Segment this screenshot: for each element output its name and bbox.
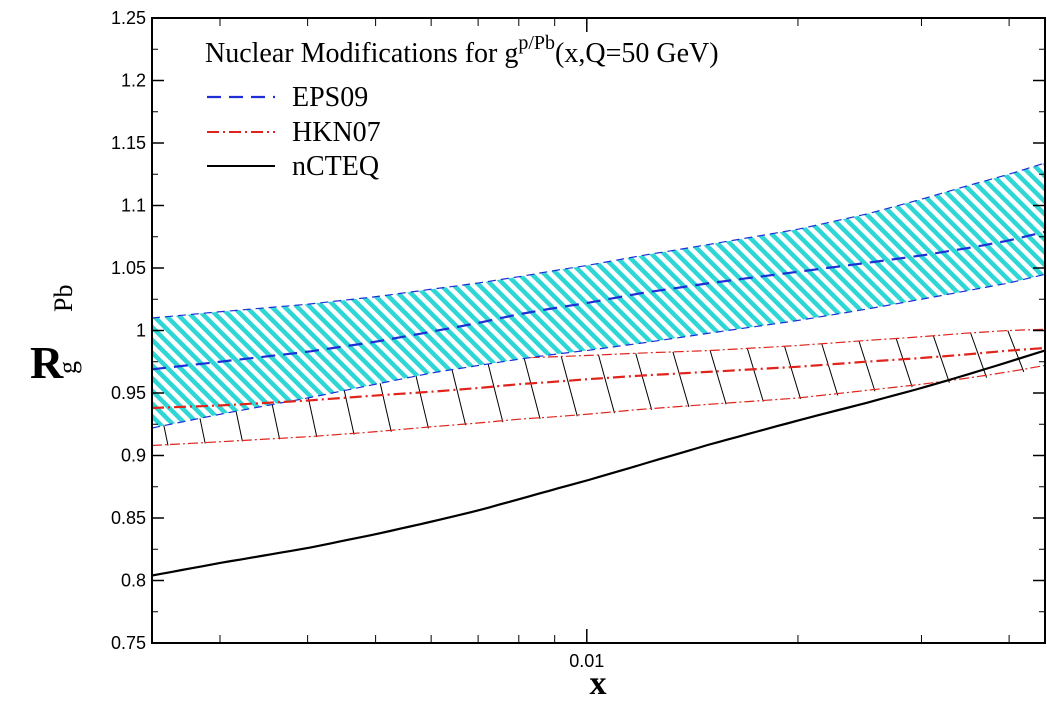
band-hatch-hkn07 xyxy=(895,338,913,388)
band-hatch-hkn07 xyxy=(672,351,690,408)
legend-label-eps09: EPS09 xyxy=(292,82,368,113)
band-hatch-hkn07 xyxy=(486,358,504,423)
band-hatch-hkn07 xyxy=(858,340,876,392)
plot-area: 0.75 0.8 0.85 0.9 0.95 1 1.05 1.1 1.15 1.2 1.25 0.0… xyxy=(111,8,1046,671)
y-tick-label: 1.1 xyxy=(121,196,146,216)
axis-ticks: 0.75 0.8 0.85 0.9 0.95 1 1.05 1.1 1.15 1.2 1.25 0.0… xyxy=(111,8,1045,671)
series-line-eps09 xyxy=(152,230,1045,371)
y-tick-label: 1.25 xyxy=(111,8,146,28)
y-tick-label: 1.05 xyxy=(111,258,146,278)
band-hatch-hkn07 xyxy=(784,346,802,400)
band-upper-eps09 xyxy=(152,162,1045,319)
band-lower-eps09 xyxy=(152,273,1045,429)
y-tick-label: 1 xyxy=(136,321,146,341)
band-lower-hkn07 xyxy=(152,364,1045,447)
series-lines xyxy=(152,230,1045,577)
legend-label-hkn07: HKN07 xyxy=(292,117,381,148)
series-line-hkn07 xyxy=(152,346,1045,410)
band-hatch-hkn07 xyxy=(746,348,764,402)
band-hatch-hkn07 xyxy=(932,335,950,383)
y-tick-label: 0.95 xyxy=(111,383,146,403)
y-tick-label: 0.75 xyxy=(111,633,146,653)
legend-label-ncteq: nCTEQ xyxy=(292,151,379,182)
band-hatch-hkn07 xyxy=(709,350,727,405)
y-axis-title-superscript: Pb xyxy=(49,285,78,312)
y-axis-title-subscript: g xyxy=(53,361,82,374)
legend: Nuclear Modifications for gp/Pb(x,Q=50 G… xyxy=(205,32,719,182)
y-tick-label: 0.9 xyxy=(121,446,146,466)
band-hatch-hkn07 xyxy=(560,356,578,417)
band-hatch-hkn07 xyxy=(821,343,839,396)
series-line-ncteq xyxy=(152,349,1045,577)
y-tick-label: 0.8 xyxy=(121,571,146,591)
y-tick-label: 0.85 xyxy=(111,508,146,528)
y-tick-label: 1.15 xyxy=(111,133,146,153)
y-axis-title-main: R xyxy=(30,337,64,388)
y-tick-label: 1.2 xyxy=(121,71,146,91)
band-hatch-hkn07 xyxy=(598,354,615,414)
band-hatch-hkn07 xyxy=(1007,330,1025,373)
y-axis-title: R Pb g xyxy=(30,285,82,388)
uncertainty-bands xyxy=(152,162,1045,447)
band-fill-eps09 xyxy=(152,163,1045,428)
band-hatch-hkn07 xyxy=(635,353,653,410)
chart-title: Nuclear Modifications for gp/Pb(x,Q=50 G… xyxy=(205,32,719,69)
x-axis-title: x xyxy=(590,665,607,702)
band-hatch-hkn07 xyxy=(523,357,541,420)
chart-title-suffix: (x,Q=50 GeV) xyxy=(555,38,719,69)
chart-title-prefix: Nuclear Modifications for g xyxy=(205,38,518,69)
x-tick-label: 0.01 xyxy=(569,651,604,671)
chart-title-superscript: p/Pb xyxy=(518,32,555,54)
band-hatch-hkn07 xyxy=(449,359,467,426)
